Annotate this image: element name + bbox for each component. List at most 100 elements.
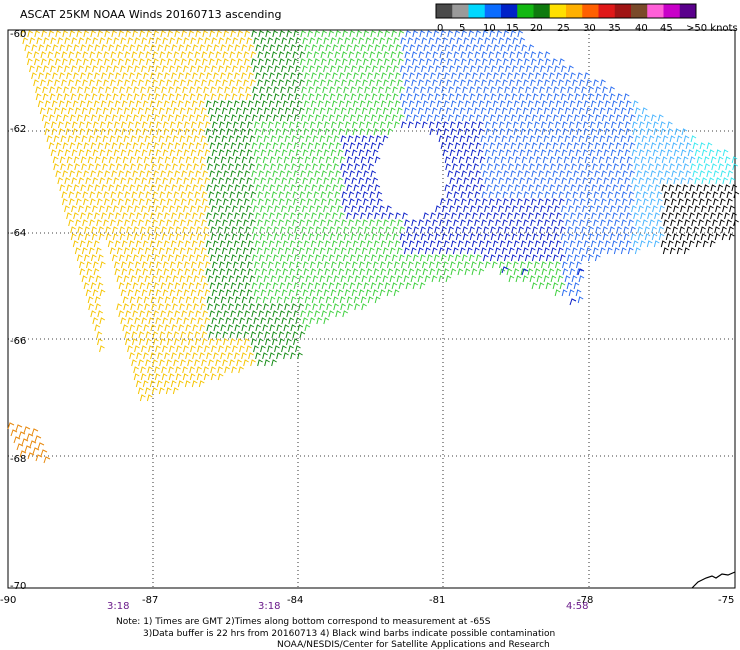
wind-barb <box>384 254 391 262</box>
wind-barb <box>620 107 627 115</box>
wind-barb <box>368 107 375 115</box>
legend-border <box>435 3 697 19</box>
wind-barb <box>207 247 214 255</box>
wind-barb <box>291 303 297 311</box>
wind-barb <box>142 380 149 388</box>
wind-barb <box>548 240 555 248</box>
wind-barb <box>216 114 223 122</box>
wind-barb <box>670 191 677 199</box>
wind-barb <box>312 247 319 255</box>
wind-barb <box>512 177 519 185</box>
wind-barb <box>99 317 106 325</box>
wind-barb <box>407 37 414 45</box>
wind-barb <box>641 107 648 115</box>
wind-barb <box>141 65 147 73</box>
wind-barb <box>531 198 537 206</box>
wind-barb <box>96 191 103 199</box>
wind-barb <box>339 184 346 192</box>
wind-barb <box>609 86 615 94</box>
wind-barb <box>84 226 90 234</box>
wind-barb <box>325 296 332 304</box>
wind-barb <box>624 205 630 213</box>
wind-barb <box>507 184 514 192</box>
wind-barb <box>97 114 104 122</box>
wind-barb <box>227 212 233 220</box>
wind-barb <box>40 449 48 457</box>
wind-barb <box>636 142 643 150</box>
wind-barb <box>104 170 111 178</box>
wind-barb <box>190 289 197 297</box>
wind-barb <box>90 170 97 178</box>
wind-barb <box>341 79 347 87</box>
wind-barb <box>47 79 53 87</box>
wind-barb <box>68 51 75 59</box>
wind-barb <box>145 51 152 59</box>
wind-barb <box>128 128 135 136</box>
wind-barb <box>585 135 592 143</box>
wind-barb <box>205 100 212 108</box>
wind-barb <box>275 100 282 108</box>
wind-barb <box>724 212 730 220</box>
wind-barb <box>257 359 263 367</box>
wind-barb <box>407 65 413 73</box>
wind-barb <box>533 261 540 269</box>
wind-barb <box>231 93 238 101</box>
wind-barb <box>436 128 443 136</box>
wind-barb <box>361 163 367 171</box>
wind-barb <box>456 65 462 73</box>
wind-barb <box>507 44 514 52</box>
wind-barb <box>121 240 128 248</box>
wind-barb <box>666 121 673 129</box>
wind-barb <box>657 114 664 122</box>
wind-barb <box>504 226 510 234</box>
wind-barb <box>532 226 538 234</box>
wind-barb <box>370 170 377 178</box>
wind-barb <box>118 58 124 66</box>
wind-barb <box>398 254 405 262</box>
wind-barb <box>110 79 116 87</box>
wind-barb <box>320 219 326 227</box>
wind-barb <box>13 436 21 444</box>
wind-barb <box>286 198 292 206</box>
wind-barb <box>218 65 224 73</box>
wind-barb <box>691 219 697 227</box>
wind-barb <box>571 135 578 143</box>
wind-barb <box>379 121 386 129</box>
wind-barb <box>43 456 51 464</box>
wind-barb <box>508 275 515 283</box>
wind-barb <box>692 170 699 178</box>
wind-barb <box>569 298 577 306</box>
wind-barb <box>173 51 180 59</box>
wind-barb <box>603 121 610 129</box>
wind-barb <box>489 58 495 66</box>
wind-barb <box>87 296 94 304</box>
wind-barb <box>223 254 230 262</box>
wind-barb <box>357 93 364 101</box>
wind-barb <box>358 65 364 73</box>
wind-barb <box>144 135 151 143</box>
wind-barb <box>231 233 238 241</box>
wind-barb <box>439 219 445 227</box>
wind-barb <box>47 51 54 59</box>
wind-barb <box>153 254 160 262</box>
wind-barb <box>299 191 306 199</box>
wind-barb <box>305 303 311 311</box>
wind-barb <box>300 310 307 318</box>
wind-barb <box>190 261 197 269</box>
wind-barb <box>68 79 74 87</box>
wind-barb <box>189 366 195 374</box>
wind-barb <box>188 58 194 66</box>
wind-barb <box>533 121 540 129</box>
wind-barb <box>633 156 640 164</box>
wind-barb <box>389 107 396 115</box>
legend-swatch <box>501 4 518 18</box>
wind-barb <box>209 170 216 178</box>
wind-barb <box>509 79 515 87</box>
wind-barb <box>121 268 128 276</box>
wind-barb <box>280 86 286 94</box>
wind-barb <box>636 114 643 122</box>
wind-barb <box>317 100 324 108</box>
wind-barb <box>580 198 586 206</box>
wind-barb <box>232 205 238 213</box>
wind-barb <box>103 51 110 59</box>
